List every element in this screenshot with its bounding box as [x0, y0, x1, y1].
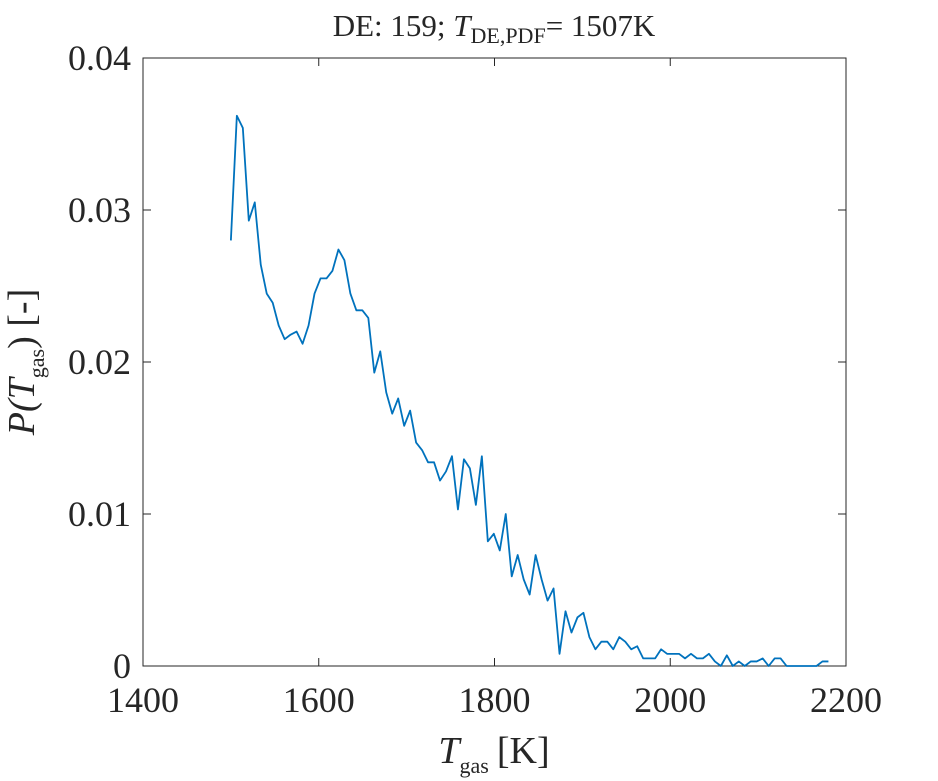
ylabel-prefix: P( [1, 397, 43, 436]
x-tick-label: 2000 [634, 680, 706, 720]
xlabel-subscript: gas [460, 753, 489, 778]
x-tick-label: 2200 [810, 680, 882, 720]
y-tick-label: 0.02 [68, 342, 131, 382]
xlabel-unit: [K] [497, 730, 550, 772]
title-symbol: T [453, 8, 473, 43]
ylabel-suffix: ) [-] [1, 289, 43, 349]
y-tick-label: 0 [113, 646, 131, 686]
chart-title: DE: 159; TDE,PDF= 1507K [333, 8, 656, 48]
y-tick-label: 0.04 [68, 38, 131, 78]
y-tick-label: 0.03 [68, 190, 131, 230]
ylabel-subscript: gas [24, 349, 49, 378]
y-axis-label: P(Tgas) [-] [1, 289, 49, 436]
y-tick-label: 0.01 [68, 494, 131, 534]
plot-frame [142, 57, 847, 667]
x-tick-label: 1400 [107, 680, 179, 720]
x-tick-label: 1800 [459, 680, 531, 720]
x-axis-label: Tgas [K] [438, 730, 549, 778]
data-line [229, 114, 829, 667]
title-subscript: DE,PDF [471, 23, 546, 48]
title-suffix: = 1507K [546, 8, 656, 43]
x-tick-label: 1600 [283, 680, 355, 720]
ylabel-symbol: T [1, 375, 43, 399]
xlabel-symbol: T [438, 730, 462, 772]
title-prefix: DE: 159; [333, 8, 446, 43]
